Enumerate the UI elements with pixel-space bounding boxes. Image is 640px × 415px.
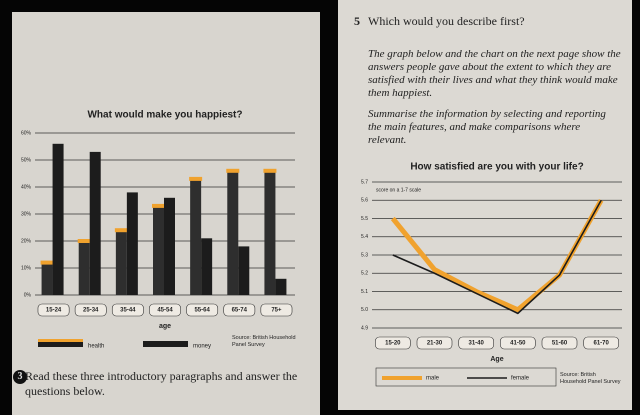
bar (238, 246, 249, 295)
bar (227, 171, 238, 295)
annotation: score on a 1-7 scale (376, 187, 421, 193)
bar-cap (78, 239, 91, 243)
y-tick-label: 5.0 (361, 307, 368, 313)
legend-label: male (426, 376, 440, 382)
y-tick-label: 5.7 (361, 179, 368, 185)
x-tick-label: 15-20 (385, 341, 401, 347)
x-tick-label: 15-24 (46, 308, 62, 314)
bar (42, 263, 53, 295)
x-axis-label: age (159, 323, 171, 330)
bar-cap (263, 169, 276, 173)
legend-label: health (88, 344, 104, 350)
bar (79, 241, 90, 295)
y-tick-label: 5.3 (361, 252, 368, 258)
y-tick-label: 5.5 (361, 216, 368, 222)
y-tick-label: 30% (21, 211, 32, 217)
y-tick-label: 5.4 (361, 234, 368, 240)
bar (264, 171, 275, 295)
legend-label: money (193, 344, 211, 350)
bar (201, 238, 212, 295)
y-tick-label: 5.6 (361, 198, 368, 204)
x-tick-label: 35-44 (120, 308, 136, 314)
bar (53, 144, 64, 295)
y-tick-label: 50% (21, 157, 32, 163)
instruction: Read these three introductory paragraphs… (25, 369, 315, 399)
y-tick-label: 5.2 (361, 271, 368, 277)
chart-title: What would make you happiest? (87, 110, 242, 121)
bar-cap (115, 228, 128, 232)
x-tick-label: 41-50 (510, 341, 526, 347)
y-tick-label: 4.9 (361, 325, 368, 331)
x-tick-label: 61-70 (593, 341, 609, 347)
y-tick-label: 20% (21, 238, 32, 244)
bar-cap (226, 169, 239, 173)
bar (153, 206, 164, 295)
y-tick-label: 5.1 (361, 289, 368, 295)
bar-cap (189, 177, 202, 181)
bar (190, 179, 201, 295)
x-tick-label: 55-64 (194, 308, 210, 314)
legend-swatch (143, 341, 188, 347)
y-tick-label: 10% (21, 265, 32, 271)
bar (164, 198, 175, 295)
y-tick-label: 40% (21, 184, 32, 190)
x-tick-label: 75+ (271, 308, 282, 314)
source: Source: British Household Panel Survey (232, 335, 302, 349)
bar-cap (41, 261, 54, 265)
x-tick-label: 21-30 (427, 341, 443, 347)
y-tick-label: 60% (21, 130, 32, 136)
legend-label: female (511, 376, 530, 382)
bar (127, 192, 138, 295)
x-tick-label: 45-54 (157, 308, 173, 314)
x-tick-label: 25-34 (83, 308, 99, 314)
x-tick-label: 65-74 (232, 308, 248, 314)
legend-swatch (38, 339, 83, 342)
bar (90, 152, 101, 295)
chart-title: How satisfied are you with your life? (410, 162, 583, 173)
x-axis-label: Age (490, 356, 503, 363)
x-tick-label: 31-40 (468, 341, 484, 347)
paragraph: The graph below and the chart on the nex… (368, 48, 630, 100)
screenshot: What would make you happiest? 0% 10% 20% 30%… (0, 0, 640, 415)
question-number: 5 (354, 14, 360, 29)
source: Source: British Household Panel Survey (560, 372, 622, 386)
y-tick-label: 0% (24, 292, 32, 298)
bar (116, 230, 127, 295)
x-tick-label: 51-60 (552, 341, 568, 347)
bar (275, 279, 286, 295)
paragraph: Summarise the information by selecting a… (368, 108, 618, 147)
question: Which would you describe first? (368, 14, 525, 29)
bar-cap (152, 204, 165, 208)
